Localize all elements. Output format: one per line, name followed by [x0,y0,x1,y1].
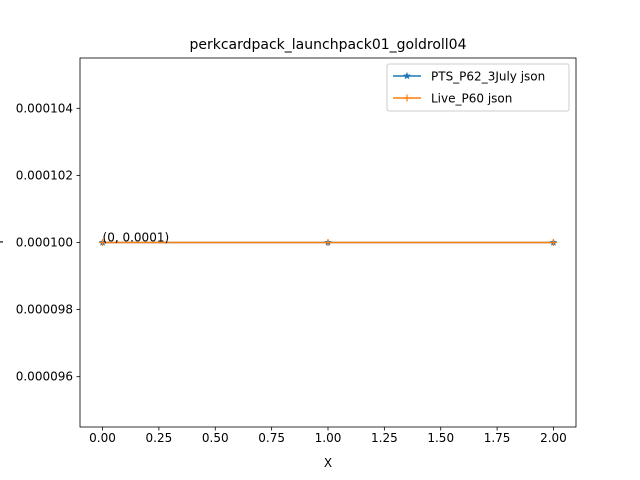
x-tick-label: 0.00 [89,431,116,445]
x-tick-label: 0.50 [202,431,229,445]
series-2-marker [324,239,332,246]
legend-marker-2 [403,94,411,102]
plot-area: 0.00 0.25 0.50 0.75 1.00 1.25 1.50 1.75 2.00 0.00… [16,57,577,445]
y-tick-label: 0.000098 [16,303,73,317]
x-tick-label: 1.00 [315,431,342,445]
legend-label-2: Live_P60 json [431,92,512,106]
x-tick-label: 1.25 [371,431,398,445]
y-tick-label: 0.000104 [16,101,73,115]
y-tick-label: 0.000102 [16,168,73,182]
series-2-marker [549,239,557,246]
x-tick-label: 0.75 [258,431,285,445]
x-tick-label: 1.75 [484,431,511,445]
point-annotation: (0, 0.0001) [103,231,170,245]
legend-label-1: PTS_P62_3July json [431,70,545,84]
legend-marker-1 [403,71,411,80]
legend: PTS_P62_3July json Live_P60 json [386,63,570,112]
x-tick-label: 0.25 [146,431,173,445]
y-tick-label: 0.000096 [16,370,73,384]
y-axis-label: Y [0,238,6,247]
y-tick-label: 0.000100 [16,236,73,250]
x-axis-label: X [324,456,332,470]
legend-box [386,63,570,112]
series-2-marker [99,239,107,246]
x-tick-label: 2.00 [540,431,567,445]
x-tick-label: 1.50 [427,431,454,445]
chart-title: perkcardpack_launchpack01_goldroll04 [189,37,466,53]
